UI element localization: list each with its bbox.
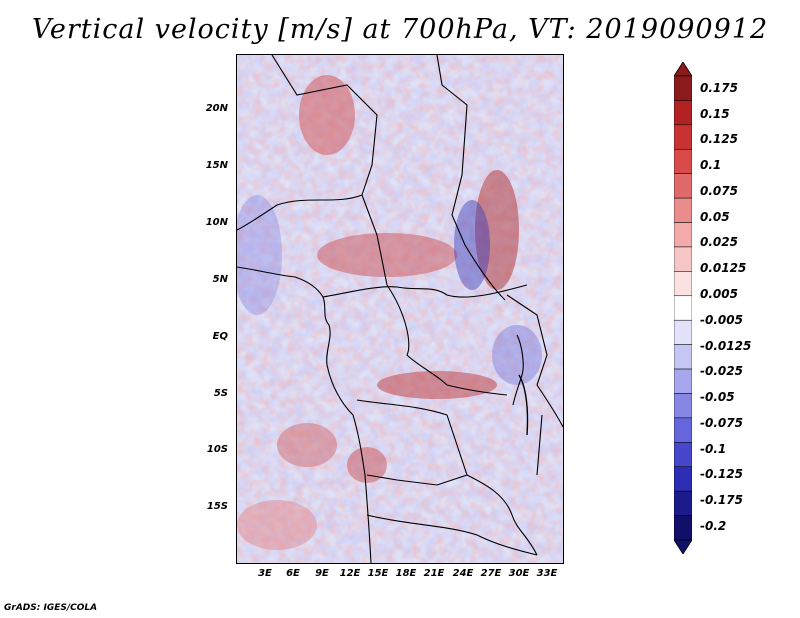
velocity-field [237, 55, 563, 563]
colorbar-label: -0.005 [700, 313, 743, 327]
lon-label-15e: 15E [367, 568, 389, 579]
colorbar-label: 0.075 [700, 184, 738, 198]
lon-label-3e: 3E [258, 568, 272, 579]
colorbar-label: 0.15 [700, 107, 730, 121]
colorbar-label: -0.05 [700, 390, 735, 404]
colorbar-label: -0.2 [700, 519, 727, 533]
lat-label-15s: 15S [206, 501, 228, 512]
colorbar-label: 0.05 [700, 210, 730, 224]
lat-label-20n: 20N [205, 103, 228, 114]
lon-label-12e: 12E [339, 568, 361, 579]
colorbar-label: 0.005 [700, 287, 738, 301]
colorbar-label: -0.075 [700, 416, 743, 430]
colorbar-label: 0.025 [700, 235, 738, 249]
colorbar [674, 62, 692, 554]
lat-label-eq: EQ [212, 331, 228, 342]
lon-label-18e: 18E [395, 568, 417, 579]
velocity-map [236, 54, 564, 564]
lat-label-5n: 5N [212, 274, 228, 285]
colorbar-swatch [674, 344, 692, 370]
lon-label-24e: 24E [452, 568, 474, 579]
lon-label-30e: 30E [508, 568, 530, 579]
lon-label-27e: 27E [480, 568, 502, 579]
colorbar-swatch [674, 149, 692, 174]
lat-label-10s: 10S [206, 444, 228, 455]
colorbar-label: 0.175 [700, 81, 738, 95]
colorbar-swatch [674, 490, 692, 516]
colorbar-swatch [674, 417, 692, 443]
lon-label-6e: 6E [286, 568, 300, 579]
colorbar-label: -0.175 [700, 493, 743, 507]
lat-label-10n: 10N [205, 217, 228, 228]
colorbar-swatch [674, 100, 692, 126]
colorbar-swatch [674, 466, 692, 492]
colorbar-label: 0.0125 [700, 261, 747, 275]
colorbar-swatch [674, 197, 692, 223]
colorbar-swatch [674, 368, 692, 394]
lat-label-5s: 5S [213, 388, 228, 399]
map-title: Vertical velocity [m/s] at 700hPa, VT: 2… [31, 14, 769, 45]
colorbar-swatch [674, 442, 692, 467]
colorbar-label: -0.1 [700, 442, 727, 456]
colorbar-swatch [674, 246, 692, 272]
colorbar-label: 0.1 [700, 158, 722, 172]
colorbar-top-arrow [674, 62, 692, 77]
lon-label-9e: 9E [315, 568, 329, 579]
colorbar-swatch [674, 515, 692, 541]
colorbar-swatch [674, 222, 692, 248]
colorbar-swatch [674, 295, 692, 321]
colorbar-swatch [674, 319, 692, 345]
colorbar-bottom-arrow [674, 539, 692, 554]
colorbar-label: 0.125 [700, 132, 738, 146]
lon-label-21e: 21E [423, 568, 445, 579]
colorbar-label: -0.125 [700, 467, 743, 481]
lat-label-15n: 15N [205, 160, 228, 171]
lon-label-33e: 33E [536, 568, 558, 579]
colorbar-swatch [674, 75, 692, 101]
colorbar-swatch [674, 271, 692, 297]
colorbar-swatch [674, 173, 692, 199]
colorbar-swatch [674, 393, 692, 419]
colorbar-swatch [674, 124, 692, 150]
credit-text: GrADS: IGES/COLA [4, 603, 98, 613]
colorbar-label: -0.025 [700, 364, 743, 378]
colorbar-label: -0.0125 [700, 339, 752, 353]
